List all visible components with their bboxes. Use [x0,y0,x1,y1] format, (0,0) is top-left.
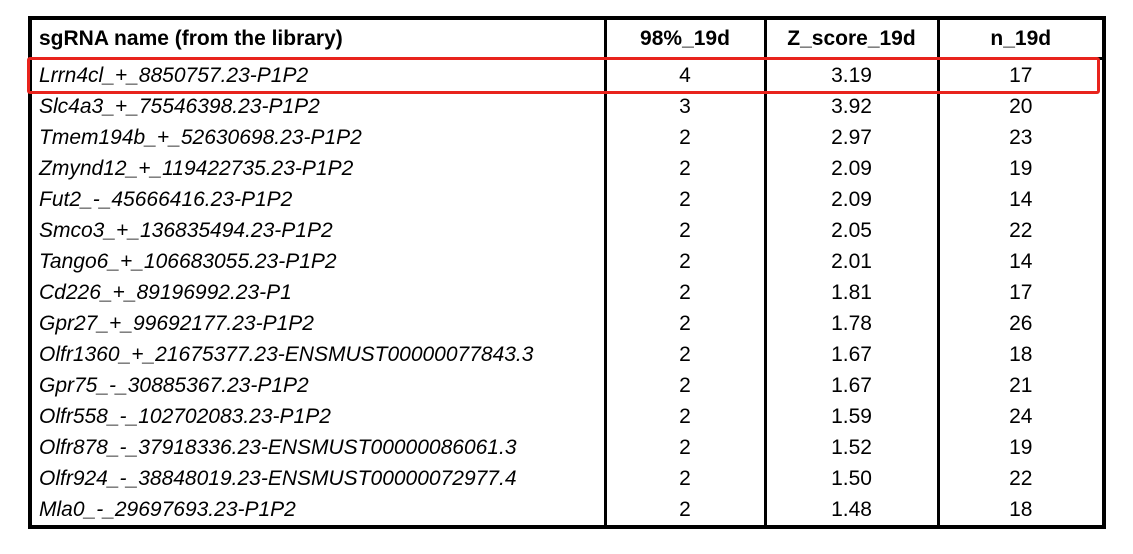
pct98-19d-cell: 4 [603,58,765,91]
zscore-19d-cell: 3.19 [763,58,938,91]
pct98-19d-cell: 2 [603,401,765,432]
table-row: Olfr878_-_37918336.23-ENSMUST00000086061… [30,432,1104,463]
pct98-19d-cell: 3 [603,91,765,122]
column-header-sgrna-name: sgRNA name (from the library) [30,18,605,60]
table-row: Mla0_-_29697693.23-P1P2 2 1.48 18 [30,494,1104,527]
sgrna-name-cell: Zmynd12_+_119422735.23-P1P2 [39,156,354,180]
column-header-n-19d: n_19d [936,18,1104,60]
table-row: Lrrn4cl_+_8850757.23-P1P2 4 3.19 17 [30,58,1104,91]
n-19d-cell: 18 [936,494,1104,527]
n-19d-cell: 17 [936,58,1104,91]
sgrna-name-cell: Olfr924_-_38848019.23-ENSMUST00000072977… [39,466,517,490]
pct98-19d-cell: 2 [603,339,765,370]
pct98-19d-cell: 2 [603,153,765,184]
sgrna-name-cell: Olfr1360_+_21675377.23-ENSMUST0000007784… [39,342,534,366]
sgrna-name-cell: Fut2_-_45666416.23-P1P2 [39,187,293,211]
pct98-19d-cell: 2 [603,463,765,494]
table-row: Zmynd12_+_119422735.23-P1P2 2 2.09 19 [30,153,1104,184]
n-19d-cell: 21 [936,370,1104,401]
table-row: Gpr75_-_30885367.23-P1P2 2 1.67 21 [30,370,1104,401]
zscore-19d-cell: 1.78 [763,308,938,339]
table-row: Tango6_+_106683055.23-P1P2 2 2.01 14 [30,246,1104,277]
zscore-19d-cell: 2.01 [763,246,938,277]
pct98-19d-cell: 2 [603,432,765,463]
table-row: Gpr27_+_99692177.23-P1P2 2 1.78 26 [30,308,1104,339]
pct98-19d-cell: 2 [603,277,765,308]
n-19d-cell: 20 [936,91,1104,122]
zscore-19d-cell: 1.59 [763,401,938,432]
n-19d-cell: 19 [936,153,1104,184]
sgrna-name-cell: Lrrn4cl_+_8850757.23-P1P2 [39,63,309,87]
zscore-19d-cell: 1.50 [763,463,938,494]
n-19d-cell: 22 [936,463,1104,494]
zscore-19d-cell: 2.09 [763,184,938,215]
zscore-19d-cell: 1.67 [763,370,938,401]
table-row: Cd226_+_89196992.23-P1 2 1.81 17 [30,277,1104,308]
n-19d-cell: 22 [936,215,1104,246]
n-19d-cell: 23 [936,122,1104,153]
zscore-19d-cell: 1.52 [763,432,938,463]
table-row: Fut2_-_45666416.23-P1P2 2 2.09 14 [30,184,1104,215]
table-row: Tmem194b_+_52630698.23-P1P2 2 2.97 23 [30,122,1104,153]
pct98-19d-cell: 2 [603,246,765,277]
pct98-19d-cell: 2 [603,308,765,339]
sgrna-name-cell: Slc4a3_+_75546398.23-P1P2 [39,94,320,118]
table-row: Smco3_+_136835494.23-P1P2 2 2.05 22 [30,215,1104,246]
sgrna-results-table: sgRNA name (from the library) 98%_19d Z_… [28,16,1106,529]
n-19d-cell: 26 [936,308,1104,339]
pct98-19d-cell: 2 [603,494,765,527]
zscore-19d-cell: 1.67 [763,339,938,370]
sgrna-name-cell: Cd226_+_89196992.23-P1 [39,280,292,304]
zscore-19d-cell: 1.48 [763,494,938,527]
n-19d-cell: 19 [936,432,1104,463]
pct98-19d-cell: 2 [603,122,765,153]
sgrna-name-cell: Gpr27_+_99692177.23-P1P2 [39,311,314,335]
pct98-19d-cell: 2 [603,184,765,215]
sgrna-name-cell: Gpr75_-_30885367.23-P1P2 [39,373,309,397]
sgrna-name-cell: Smco3_+_136835494.23-P1P2 [39,218,333,242]
zscore-19d-cell: 2.09 [763,153,938,184]
zscore-19d-cell: 1.81 [763,277,938,308]
sgrna-name-cell: Olfr878_-_37918336.23-ENSMUST00000086061… [39,435,517,459]
sgrna-name-cell: Olfr558_-_102702083.23-P1P2 [39,404,331,428]
zscore-19d-cell: 2.05 [763,215,938,246]
column-header-98pct-19d: 98%_19d [603,18,765,60]
zscore-19d-cell: 3.92 [763,91,938,122]
table-row: Olfr558_-_102702083.23-P1P2 2 1.59 24 [30,401,1104,432]
n-19d-cell: 24 [936,401,1104,432]
column-header-zscore-19d: Z_score_19d [763,18,938,60]
sgrna-name-cell: Tango6_+_106683055.23-P1P2 [39,249,337,273]
table-row: Olfr1360_+_21675377.23-ENSMUST0000007784… [30,339,1104,370]
header-row: sgRNA name (from the library) 98%_19d Z_… [30,18,1104,60]
sgrna-table-container: sgRNA name (from the library) 98%_19d Z_… [28,16,1106,529]
sgrna-name-cell: Tmem194b_+_52630698.23-P1P2 [39,125,362,149]
pct98-19d-cell: 2 [603,215,765,246]
n-19d-cell: 17 [936,277,1104,308]
n-19d-cell: 14 [936,184,1104,215]
table-row: Olfr924_-_38848019.23-ENSMUST00000072977… [30,463,1104,494]
zscore-19d-cell: 2.97 [763,122,938,153]
table-row: Slc4a3_+_75546398.23-P1P2 3 3.92 20 [30,91,1104,122]
pct98-19d-cell: 2 [603,370,765,401]
n-19d-cell: 18 [936,339,1104,370]
n-19d-cell: 14 [936,246,1104,277]
sgrna-name-cell: Mla0_-_29697693.23-P1P2 [39,497,296,521]
